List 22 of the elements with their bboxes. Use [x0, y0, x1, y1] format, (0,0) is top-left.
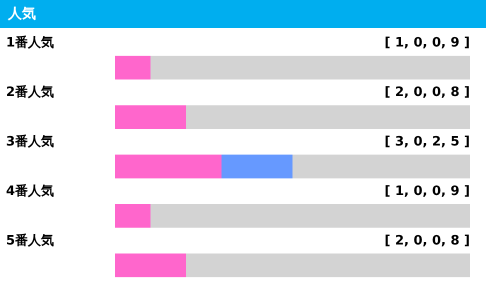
annotation: [ 3, 0, 2, 5 ]: [384, 134, 470, 150]
bar: [150, 56, 470, 80]
bar: [150, 204, 470, 228]
annotation: [ 2, 0, 0, 8 ]: [384, 85, 470, 100]
y-tick-label: 3番人気: [6, 134, 54, 150]
bar: [115, 154, 222, 178]
annotation: [ 1, 0, 0, 9 ]: [384, 184, 470, 199]
bar: [292, 154, 470, 178]
bar: [115, 253, 186, 278]
chart-title: 人気: [0, 0, 486, 28]
bar: [115, 105, 186, 129]
bar: [186, 105, 470, 129]
y-tick-label: 4番人気: [6, 182, 54, 199]
y-tick-label: 5番人気: [6, 232, 54, 248]
bar: [186, 253, 470, 278]
bar: [115, 204, 150, 228]
bar: [222, 154, 292, 178]
annotation: [ 2, 0, 0, 8 ]: [384, 233, 470, 248]
annotation: [ 1, 0, 0, 9 ]: [384, 36, 470, 51]
y-tick-label: 2番人気: [6, 84, 54, 100]
bar: [115, 56, 150, 80]
y-tick-label: 1番人気: [6, 34, 54, 51]
